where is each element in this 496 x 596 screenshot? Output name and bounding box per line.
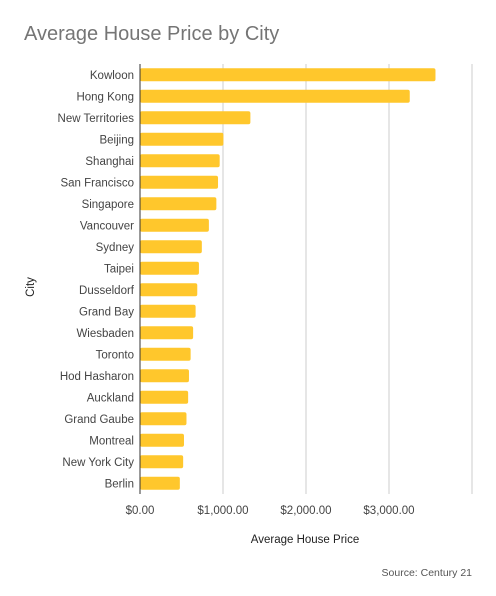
x-axis-title: Average House Price xyxy=(251,534,359,546)
category-label: New Territories xyxy=(58,113,135,125)
bar xyxy=(140,111,251,125)
bar xyxy=(140,240,202,254)
category-label: Singapore xyxy=(82,199,134,211)
bar xyxy=(140,261,199,275)
category-label: Toronto xyxy=(96,349,134,361)
x-tick-label: $0.00 xyxy=(126,505,155,517)
category-label: Dusseldorf xyxy=(79,285,135,297)
bar xyxy=(140,89,410,103)
category-label: Sydney xyxy=(96,242,135,254)
category-label: Grand Bay xyxy=(79,306,134,318)
category-label: Montreal xyxy=(89,435,134,447)
y-axis-title: City xyxy=(25,277,37,297)
bar xyxy=(140,304,196,318)
bars xyxy=(140,68,436,490)
source-note: Source: Century 21 xyxy=(382,567,473,579)
bar xyxy=(140,197,217,211)
gridlines xyxy=(222,64,473,494)
bar xyxy=(140,283,198,297)
category-label: Hong Kong xyxy=(76,91,134,103)
category-label: Shanghai xyxy=(85,156,134,168)
category-label: Grand Gaube xyxy=(64,414,134,426)
bar xyxy=(140,68,436,82)
bar xyxy=(140,326,194,340)
category-label: Beijing xyxy=(99,134,134,146)
x-tick-label: $1,000.00 xyxy=(197,505,248,517)
bar xyxy=(140,412,187,426)
category-label: New York City xyxy=(62,457,134,469)
category-label: Taipei xyxy=(104,263,134,275)
category-label: Wiesbaden xyxy=(76,328,134,340)
bar xyxy=(140,455,184,469)
bar xyxy=(140,132,224,146)
chart-title: Average House Price by City xyxy=(24,23,279,45)
bar xyxy=(140,154,220,168)
category-label: Auckland xyxy=(87,392,134,404)
category-label: Hod Hasharon xyxy=(60,371,134,383)
bar xyxy=(140,347,191,361)
bar xyxy=(140,476,180,490)
bar xyxy=(140,218,209,232)
category-label: Kowloon xyxy=(90,70,134,82)
category-label: San Francisco xyxy=(60,177,134,189)
x-tick-labels: $0.00 $1,000.00 $2,000.00 $3,000.00 xyxy=(126,505,415,517)
bar xyxy=(140,390,189,404)
x-tick-label: $3,000.00 xyxy=(363,505,414,517)
category-labels: Kowloon Hong Kong New Territories Beijing Sh… xyxy=(58,70,135,491)
category-label: Vancouver xyxy=(80,220,134,232)
bar xyxy=(140,369,189,383)
bar xyxy=(140,175,219,189)
bar xyxy=(140,433,184,447)
x-tick-label: $2,000.00 xyxy=(280,505,331,517)
category-label: Berlin xyxy=(105,478,134,490)
